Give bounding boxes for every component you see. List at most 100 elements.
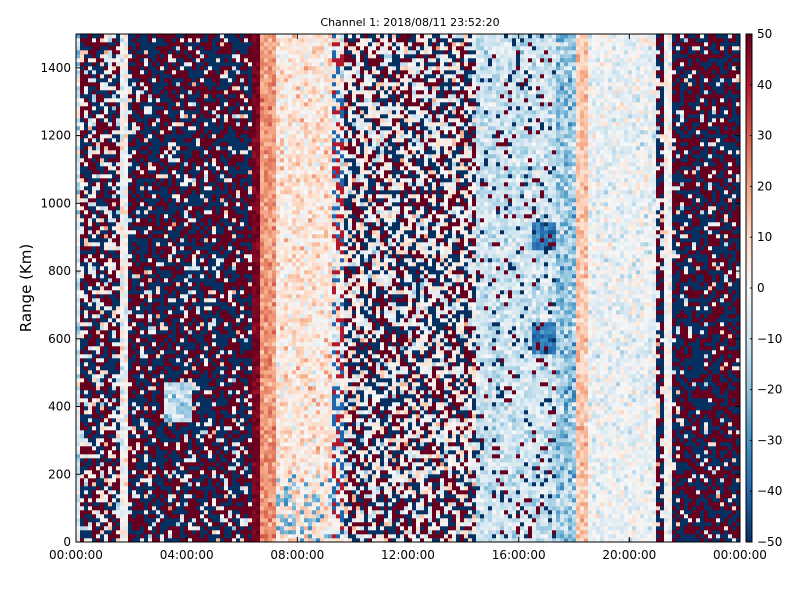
heatmap-cell bbox=[192, 94, 196, 98]
heatmap-cell bbox=[108, 426, 112, 430]
heatmap-cell bbox=[188, 326, 192, 330]
heatmap-cell bbox=[76, 206, 80, 210]
heatmap-cell bbox=[208, 390, 212, 394]
heatmap-cell bbox=[200, 458, 204, 462]
heatmap-cell bbox=[100, 358, 104, 362]
heatmap-cell bbox=[108, 502, 112, 506]
heatmap-cell bbox=[228, 458, 232, 462]
heatmap-cell bbox=[104, 126, 108, 130]
heatmap-cell bbox=[180, 534, 184, 538]
heatmap-cell bbox=[216, 138, 220, 142]
heatmap-cell bbox=[100, 322, 104, 326]
heatmap-cell bbox=[80, 158, 84, 162]
heatmap-cell bbox=[168, 62, 172, 66]
heatmap-cell bbox=[100, 530, 104, 534]
heatmap-cell bbox=[84, 150, 88, 154]
heatmap-cell bbox=[80, 454, 84, 458]
heatmap-cell bbox=[84, 410, 88, 414]
heatmap-cell bbox=[80, 178, 84, 182]
heatmap-cell bbox=[136, 150, 140, 154]
heatmap-cell bbox=[212, 314, 216, 318]
heatmap-cell bbox=[108, 346, 112, 350]
heatmap-cell bbox=[164, 294, 168, 298]
heatmap-cell bbox=[204, 406, 208, 410]
heatmap-cell bbox=[100, 494, 104, 498]
heatmap-cell bbox=[88, 210, 92, 214]
heatmap-cell bbox=[100, 210, 104, 214]
heatmap-cell bbox=[156, 78, 160, 82]
heatmap-cell bbox=[76, 194, 80, 198]
heatmap-cell bbox=[104, 338, 108, 342]
heatmap-cell bbox=[184, 482, 188, 486]
heatmap-cell bbox=[204, 118, 208, 122]
heatmap-cell bbox=[228, 450, 232, 454]
heatmap-cell bbox=[228, 486, 232, 490]
heatmap-cell bbox=[196, 318, 200, 322]
heatmap-cell bbox=[228, 174, 232, 178]
heatmap-cell bbox=[116, 130, 120, 134]
heatmap-cell bbox=[80, 166, 84, 170]
heatmap-cell bbox=[164, 206, 168, 210]
heatmap-cell bbox=[196, 406, 200, 410]
heatmap-cell bbox=[108, 534, 112, 538]
heatmap-cell bbox=[80, 190, 84, 194]
heatmap-cell bbox=[128, 186, 132, 190]
heatmap-cell bbox=[108, 102, 112, 106]
heatmap-cell bbox=[164, 510, 168, 514]
heatmap-cell bbox=[200, 434, 204, 438]
heatmap-cell bbox=[128, 214, 132, 218]
heatmap-cell bbox=[168, 46, 172, 50]
heatmap-cell bbox=[164, 478, 168, 482]
heatmap-cell bbox=[216, 382, 220, 386]
heatmap-cell bbox=[80, 78, 84, 82]
heatmap-cell bbox=[100, 342, 104, 346]
heatmap-cell bbox=[80, 430, 84, 434]
heatmap-cell bbox=[200, 66, 204, 70]
heatmap-cell bbox=[156, 214, 160, 218]
heatmap-cell bbox=[92, 326, 96, 330]
heatmap-cell bbox=[84, 530, 88, 534]
heatmap-cell bbox=[204, 454, 208, 458]
heatmap-cell bbox=[188, 150, 192, 154]
heatmap-cell bbox=[80, 250, 84, 254]
heatmap-cell bbox=[168, 238, 172, 242]
heatmap-cell bbox=[196, 278, 200, 282]
heatmap-cell bbox=[92, 318, 96, 322]
heatmap-cell bbox=[124, 130, 128, 134]
heatmap-cell bbox=[80, 262, 84, 266]
heatmap-cell bbox=[152, 154, 156, 158]
heatmap-cell bbox=[164, 62, 168, 66]
heatmap-cell bbox=[140, 70, 144, 74]
heatmap-cell bbox=[196, 502, 200, 506]
heatmap-cell bbox=[124, 346, 128, 350]
heatmap-cell bbox=[144, 286, 148, 290]
heatmap-cell bbox=[100, 158, 104, 162]
heatmap-cell bbox=[140, 178, 144, 182]
heatmap-cell bbox=[180, 310, 184, 314]
heatmap-cell bbox=[112, 202, 116, 206]
heatmap-cell bbox=[128, 70, 132, 74]
heatmap-cell bbox=[112, 498, 116, 502]
heatmap-cell bbox=[96, 454, 100, 458]
heatmap-cell bbox=[196, 246, 200, 250]
heatmap-cell bbox=[108, 286, 112, 290]
heatmap-cell bbox=[124, 126, 128, 130]
heatmap-cell bbox=[128, 242, 132, 246]
heatmap-cell bbox=[140, 150, 144, 154]
heatmap-cell bbox=[188, 262, 192, 266]
heatmap-cell bbox=[136, 486, 140, 490]
heatmap-cell bbox=[112, 482, 116, 486]
heatmap-cell bbox=[200, 142, 204, 146]
heatmap-cell bbox=[84, 482, 88, 486]
heatmap-cell bbox=[152, 214, 156, 218]
heatmap-cell bbox=[148, 194, 152, 198]
heatmap-cell bbox=[172, 326, 176, 330]
heatmap-cell bbox=[104, 422, 108, 426]
heatmap-cell bbox=[104, 166, 108, 170]
heatmap-cell bbox=[188, 318, 192, 322]
heatmap-cell bbox=[164, 174, 168, 178]
heatmap-cell bbox=[160, 270, 164, 274]
heatmap-cell bbox=[156, 126, 160, 130]
heatmap-cell bbox=[108, 366, 112, 370]
heatmap-cell bbox=[140, 298, 144, 302]
